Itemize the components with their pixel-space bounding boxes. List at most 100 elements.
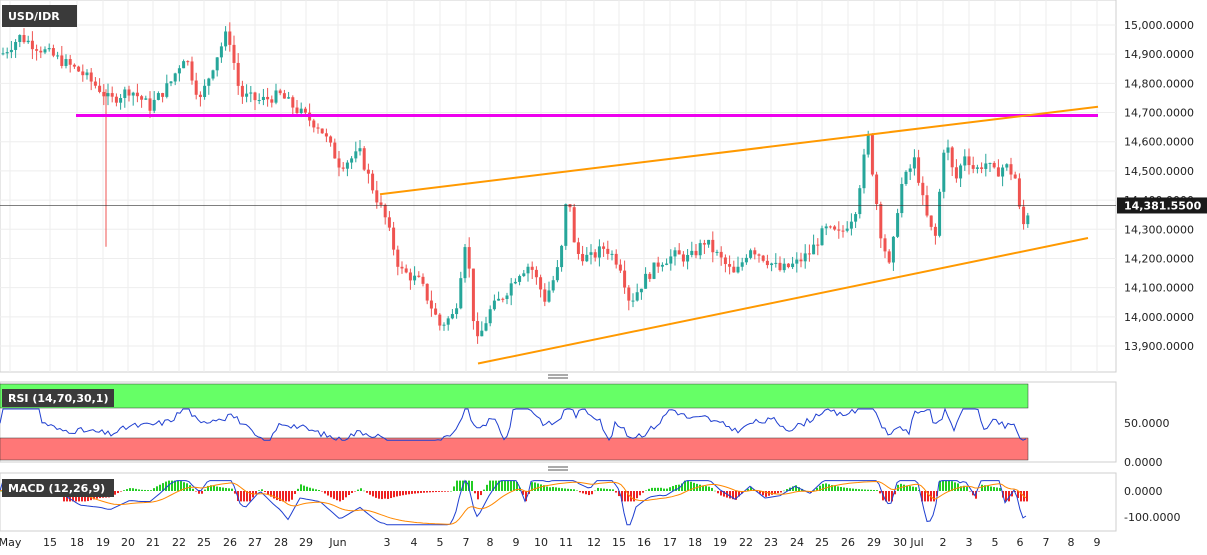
- candle: [996, 159, 1000, 177]
- macd-bar: [954, 482, 956, 491]
- candle: [917, 149, 921, 186]
- macd-bar: [330, 491, 332, 498]
- price-tick-label: 14,300.0000: [1124, 223, 1194, 236]
- macd-bar: [981, 484, 983, 491]
- panel-divider-1[interactable]: [548, 374, 568, 379]
- macd-bar: [834, 485, 836, 491]
- macd-bar: [528, 491, 530, 494]
- date-tick-label: 29: [299, 536, 313, 549]
- candle: [26, 35, 30, 44]
- candle: [753, 247, 757, 260]
- macd-bar: [549, 487, 551, 491]
- macd-bar: [708, 486, 710, 491]
- price-tick-label: 14,900.0000: [1124, 48, 1194, 61]
- candle: [177, 65, 181, 82]
- candle: [883, 234, 887, 259]
- macd-bar: [633, 491, 635, 502]
- macd-bar: [597, 487, 599, 491]
- macd-bar: [456, 480, 458, 491]
- macd-bar: [651, 487, 653, 491]
- macd-bar: [165, 481, 167, 491]
- macd-bar: [966, 487, 968, 491]
- macd-bar: [300, 484, 302, 491]
- macd-bar: [609, 489, 611, 491]
- macd-bar: [195, 491, 197, 492]
- macd-bar: [591, 491, 593, 495]
- candle: [1001, 164, 1005, 187]
- candle: [182, 59, 186, 69]
- candle: [585, 247, 589, 263]
- candle: [484, 316, 488, 332]
- macd-bar: [891, 491, 893, 502]
- macd-bar: [777, 491, 779, 494]
- macd-bar: [243, 491, 245, 502]
- macd-bar: [1026, 491, 1028, 502]
- date-tick-label: 9: [513, 536, 520, 549]
- candle: [711, 231, 715, 263]
- macd-bar: [747, 488, 749, 491]
- macd-bar: [642, 491, 644, 493]
- macd-bar: [573, 489, 575, 491]
- date-tick-label: 28: [274, 536, 288, 549]
- macd-bar: [1008, 491, 1010, 502]
- candle: [392, 221, 396, 256]
- date-tick-label: 18: [688, 536, 702, 549]
- macd-bar: [312, 488, 314, 491]
- candle: [211, 69, 215, 81]
- macd-bar: [600, 488, 602, 491]
- macd-bar: [375, 491, 377, 498]
- candle: [249, 85, 253, 103]
- macd-bar: [666, 488, 668, 491]
- macd-bar: [858, 489, 860, 491]
- price-tick-label: 14,600.0000: [1124, 136, 1194, 149]
- macd-bar: [465, 480, 467, 491]
- macd-bar: [285, 491, 287, 502]
- candle: [673, 247, 677, 266]
- candle: [665, 258, 669, 266]
- candle: [652, 262, 656, 280]
- macd-bar: [822, 483, 824, 491]
- candle: [845, 221, 849, 233]
- candle: [417, 271, 421, 278]
- candle: [77, 65, 81, 72]
- candle: [820, 225, 824, 246]
- candle: [702, 239, 706, 254]
- macd-label-text: MACD (12,26,9): [8, 482, 105, 495]
- macd-bar: [156, 486, 158, 491]
- macd-bar: [636, 491, 638, 499]
- candle: [988, 162, 992, 172]
- macd-bar: [117, 491, 119, 494]
- price-tick-label: 14,800.0000: [1124, 77, 1194, 90]
- macd-bar: [741, 491, 743, 494]
- macd-bar: [132, 488, 134, 491]
- candle: [959, 163, 963, 188]
- date-tick-label: 6: [1017, 536, 1024, 549]
- macd-bar: [762, 491, 764, 496]
- macd-bar: [123, 490, 125, 491]
- macd-bar: [279, 491, 281, 502]
- candle: [770, 262, 774, 272]
- candle: [518, 274, 522, 286]
- macd-bar: [780, 491, 782, 493]
- macd-bar: [951, 481, 953, 491]
- candle: [929, 215, 933, 231]
- date-tick-label: 15: [612, 536, 626, 549]
- macd-bar: [426, 491, 428, 493]
- macd-bar: [546, 486, 548, 491]
- candle: [1026, 212, 1030, 228]
- candle: [480, 321, 484, 337]
- macd-bar: [522, 491, 524, 495]
- candle: [795, 252, 799, 273]
- candle: [782, 258, 786, 273]
- panel-divider-2[interactable]: [548, 466, 568, 471]
- macd-bar: [369, 491, 371, 495]
- candle: [14, 39, 18, 58]
- candle: [106, 83, 110, 106]
- macd-panel: MACD (12,26,9) 0.0000 -100.0000: [0, 472, 1180, 532]
- date-tick-label: 7: [463, 536, 470, 549]
- macd-bar: [720, 491, 722, 496]
- macd-bar: [783, 490, 785, 492]
- macd-bar: [276, 491, 278, 501]
- macd-bar: [771, 491, 773, 495]
- candle: [597, 239, 601, 267]
